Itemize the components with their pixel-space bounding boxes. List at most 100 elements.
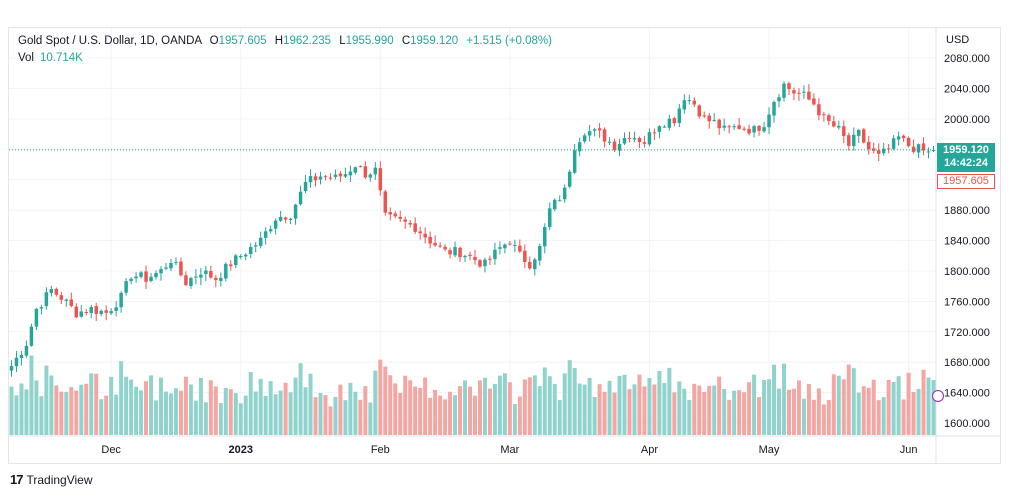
- volume-bar: [398, 392, 403, 435]
- volume-bar: [871, 379, 876, 435]
- candle-body: [842, 126, 846, 136]
- candle-body: [777, 97, 781, 102]
- volume-bar: [228, 389, 233, 435]
- volume-bar: [517, 396, 522, 435]
- volume-bar: [487, 388, 492, 435]
- volume-bar: [861, 386, 866, 435]
- candle-body: [896, 136, 901, 140]
- volume-bar: [193, 400, 198, 435]
- candle-body: [747, 128, 751, 134]
- candle-body: [248, 247, 253, 254]
- candle-body: [253, 245, 258, 247]
- volume-bar: [497, 375, 502, 435]
- candle-body: [184, 275, 188, 286]
- volume-bar: [926, 377, 931, 435]
- candle-body: [179, 261, 183, 276]
- currency-label[interactable]: USD: [946, 34, 970, 46]
- volume-bar: [597, 384, 602, 435]
- volume-bar: [403, 375, 408, 435]
- candle-body: [383, 191, 388, 213]
- volume-bar: [727, 399, 732, 435]
- volume-bar: [238, 403, 243, 435]
- volume-bar: [178, 390, 183, 435]
- volume-bar: [747, 382, 752, 435]
- candle-body: [792, 90, 796, 94]
- y-tick-label: 1600.000: [944, 418, 990, 430]
- candle-body: [283, 217, 288, 220]
- volume-bar: [79, 384, 84, 435]
- indicator-circle-icon[interactable]: [932, 390, 944, 402]
- volume-bar: [203, 402, 208, 435]
- candle-body: [194, 276, 198, 278]
- candle-body: [278, 216, 283, 221]
- x-tick-label: Apr: [641, 444, 658, 456]
- candle-body: [498, 247, 502, 249]
- candle-body: [762, 127, 766, 132]
- candle-body: [219, 277, 223, 281]
- tradingview-logo[interactable]: 17 TradingView: [10, 472, 93, 487]
- volume-bar: [243, 395, 248, 435]
- candle-body: [627, 137, 632, 139]
- candle-body: [682, 100, 687, 110]
- volume-bar: [183, 376, 188, 435]
- candle-body: [493, 249, 497, 260]
- candle-body: [428, 236, 432, 244]
- volume-bar: [472, 395, 477, 435]
- candle-body: [657, 126, 662, 132]
- volume-bar: [921, 369, 926, 435]
- candle-body: [413, 223, 417, 232]
- candle-body: [787, 83, 791, 90]
- candle-body: [338, 173, 343, 177]
- candle-body: [662, 126, 667, 128]
- candle-body: [229, 264, 233, 267]
- volume-bar: [59, 391, 64, 435]
- symbol-title[interactable]: Gold Spot / U.S. Dollar, 1D, OANDA: [18, 35, 202, 47]
- candle-body: [119, 292, 123, 308]
- volume-bar: [9, 386, 14, 435]
- volume-bar: [587, 377, 592, 435]
- candle-body: [154, 272, 158, 278]
- chart-frame: [8, 27, 1001, 464]
- y-tick-label: 1840.000: [944, 236, 990, 248]
- volume-bar: [94, 373, 99, 435]
- candle-body: [881, 148, 886, 154]
- volume-bar: [482, 377, 487, 435]
- candle-body: [94, 306, 98, 314]
- volume-bar: [423, 377, 428, 435]
- volume-bar: [557, 400, 562, 435]
- volume-bar: [144, 381, 149, 435]
- volume-bar: [831, 374, 836, 435]
- volume-bar: [732, 390, 737, 435]
- candle-body: [622, 137, 627, 144]
- candle-body: [239, 256, 243, 258]
- volume-bar: [717, 376, 722, 435]
- candle-body: [323, 176, 328, 178]
- volume-bar: [14, 395, 19, 435]
- candle-body: [817, 104, 821, 116]
- candle-body: [24, 345, 29, 356]
- volume-bar: [821, 404, 826, 435]
- candle-body: [293, 204, 298, 219]
- candle-body: [89, 307, 93, 314]
- volume-bar: [338, 384, 343, 435]
- close-label: C: [401, 35, 411, 47]
- volume-bar: [74, 390, 79, 435]
- volume-bar: [99, 399, 104, 435]
- candle-body: [463, 255, 467, 258]
- volume-bar: [358, 399, 363, 435]
- volume-bar: [263, 395, 268, 435]
- candle-body: [214, 277, 218, 281]
- volume-bar: [248, 372, 253, 435]
- candle-body: [837, 125, 841, 128]
- candle-body: [443, 246, 447, 250]
- volume-bar: [408, 380, 413, 435]
- volume-bar: [567, 360, 572, 435]
- volume-bar: [647, 377, 652, 435]
- volume-bar: [44, 365, 49, 435]
- candle-body: [722, 125, 726, 128]
- x-tick-label: 2023: [229, 444, 253, 456]
- volume-label[interactable]: Vol: [18, 52, 34, 64]
- volume-bar: [697, 385, 702, 435]
- candle-body: [637, 138, 642, 142]
